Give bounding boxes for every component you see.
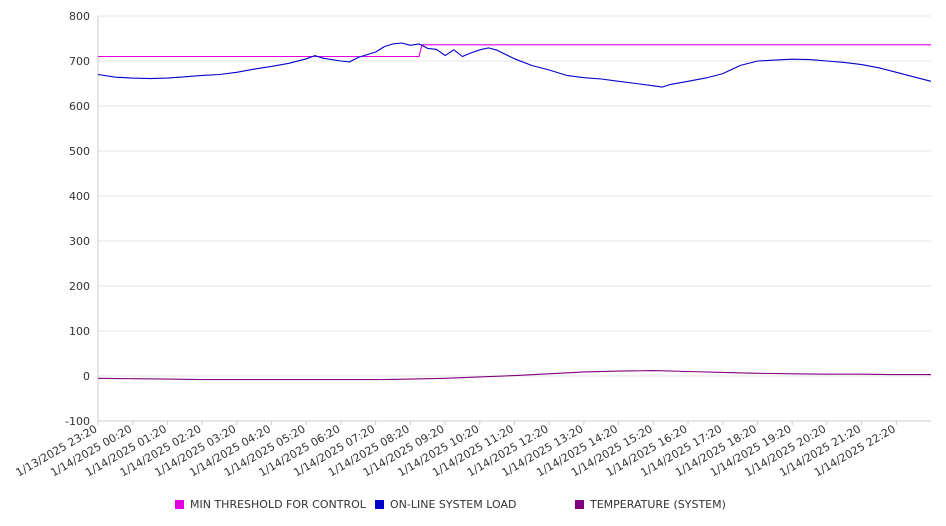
legend-item-temperature: TEMPERATURE (SYSTEM) (575, 498, 726, 511)
x-axis: 1/13/2025 23:201/14/2025 00:201/14/2025 … (14, 420, 931, 479)
legend-label-min-threshold: MIN THRESHOLD FOR CONTROL (190, 498, 366, 511)
y-tick-label: 0 (83, 370, 90, 383)
y-tick-label: 300 (69, 235, 90, 248)
series-line-min-threshold-for-control (98, 44, 931, 58)
y-tick-label: 500 (69, 145, 90, 158)
y-tick-label: 800 (69, 10, 90, 23)
legend-swatch-system-load (375, 500, 384, 509)
y-tick-label: 100 (69, 325, 90, 338)
y-tick-label: 400 (69, 190, 90, 203)
grid-lines (98, 15, 931, 422)
series-line-on-line-system-load (97, 42, 932, 88)
legend-label-system-load: ON-LINE SYSTEM LOAD (390, 498, 517, 511)
legend-swatch-min-threshold (175, 500, 184, 509)
series-lines (97, 42, 932, 381)
series-line-temperature-system (97, 370, 931, 381)
y-tick-label: 700 (69, 55, 90, 68)
legend-item-min-threshold: MIN THRESHOLD FOR CONTROL (175, 498, 366, 511)
y-axis: -100 0 100 200 300 400 500 600 700 800 (65, 10, 99, 428)
legend-swatch-temperature (575, 500, 584, 509)
legend-label-temperature: TEMPERATURE (SYSTEM) (590, 498, 726, 511)
y-tick-label: 200 (69, 280, 90, 293)
y-tick-label: -100 (65, 415, 90, 428)
legend-item-system-load: ON-LINE SYSTEM LOAD (375, 498, 516, 511)
y-tick-label: 600 (69, 100, 90, 113)
legend: MIN THRESHOLD FOR CONTROL ON-LINE SYSTEM… (0, 498, 946, 514)
